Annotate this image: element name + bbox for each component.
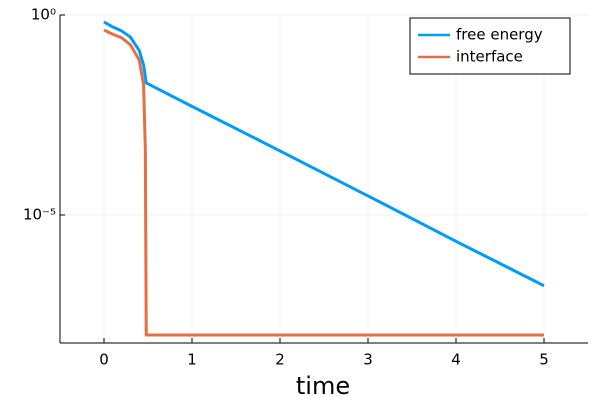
legend-label: free energy [456, 26, 543, 44]
legend-label: interface [456, 48, 523, 66]
x-tick-label: 3 [363, 351, 373, 369]
x-axis-label: time [296, 372, 350, 400]
series-line [103, 20, 545, 288]
x-tick-label: 1 [187, 351, 197, 369]
series-line [103, 28, 544, 337]
y-tick-label: 10⁻⁵ [23, 205, 56, 223]
legend-box [409, 17, 571, 75]
x-tick-label: 0 [99, 351, 109, 369]
x-tick-label: 2 [275, 351, 285, 369]
y-tick-label: 10⁰ [31, 6, 56, 24]
x-tick-label: 5 [539, 351, 549, 369]
x-tick-label: 4 [451, 351, 461, 369]
